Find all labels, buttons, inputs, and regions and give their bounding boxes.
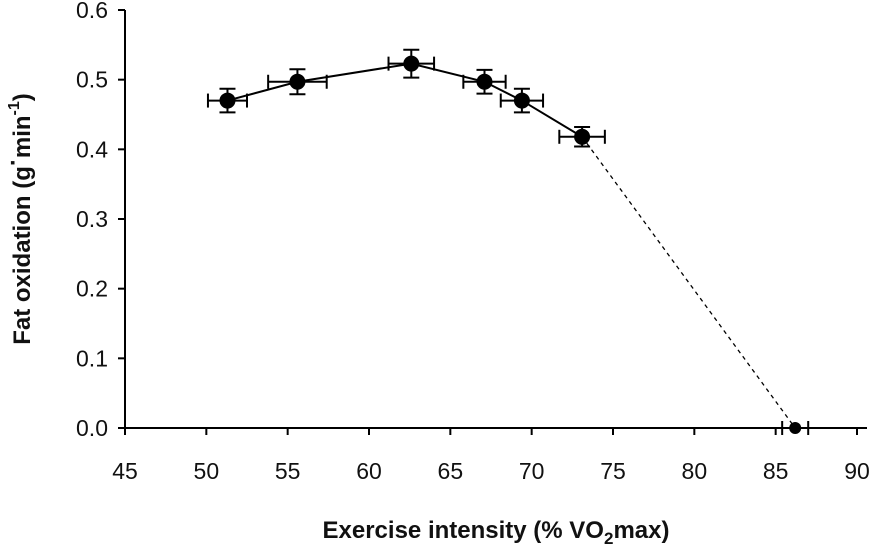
- x-tick-label: 85: [763, 458, 789, 484]
- x-axis-title: Exercise intensity (% VO2max): [323, 517, 670, 548]
- x-tick-label: 60: [356, 458, 382, 484]
- x-tick-label: 45: [112, 458, 138, 484]
- y-tick-label: 0.5: [76, 67, 108, 93]
- x-tick-label: 70: [519, 458, 545, 484]
- y-tick-label: 0.1: [76, 345, 108, 371]
- data-point: [476, 73, 493, 90]
- y-tick-label: 0.4: [76, 136, 108, 162]
- data-point: [289, 73, 306, 90]
- data-point: [403, 55, 420, 72]
- x-axis-ticks: 45 50 55 60 65 70 75 80 85 90: [112, 428, 870, 484]
- extrapolation-line: [581, 136, 796, 429]
- y-tick-label: 0.6: [76, 0, 108, 23]
- x-tick-label: 65: [438, 458, 464, 484]
- data-point: [513, 92, 530, 109]
- x-tick-label: 90: [844, 458, 870, 484]
- data-point: [574, 128, 591, 145]
- x-tick-label: 55: [275, 458, 301, 484]
- data-point: [219, 92, 236, 109]
- y-tick-label: 0.0: [76, 415, 108, 441]
- y-axis-ticks: 0.0 0.1 0.2 0.3 0.4 0.5 0.6: [76, 0, 125, 441]
- x-tick-label: 75: [600, 458, 626, 484]
- y-tick-label: 0.3: [76, 206, 108, 232]
- x-tick-label: 80: [682, 458, 708, 484]
- data-series: [206, 48, 810, 435]
- series-line: [227, 62, 583, 138]
- data-point: [789, 422, 802, 434]
- y-axis-title: Fat oxidation (g·min-1): [0, 93, 36, 345]
- y-tick-label: 0.2: [76, 276, 108, 302]
- x-tick-label: 50: [194, 458, 220, 484]
